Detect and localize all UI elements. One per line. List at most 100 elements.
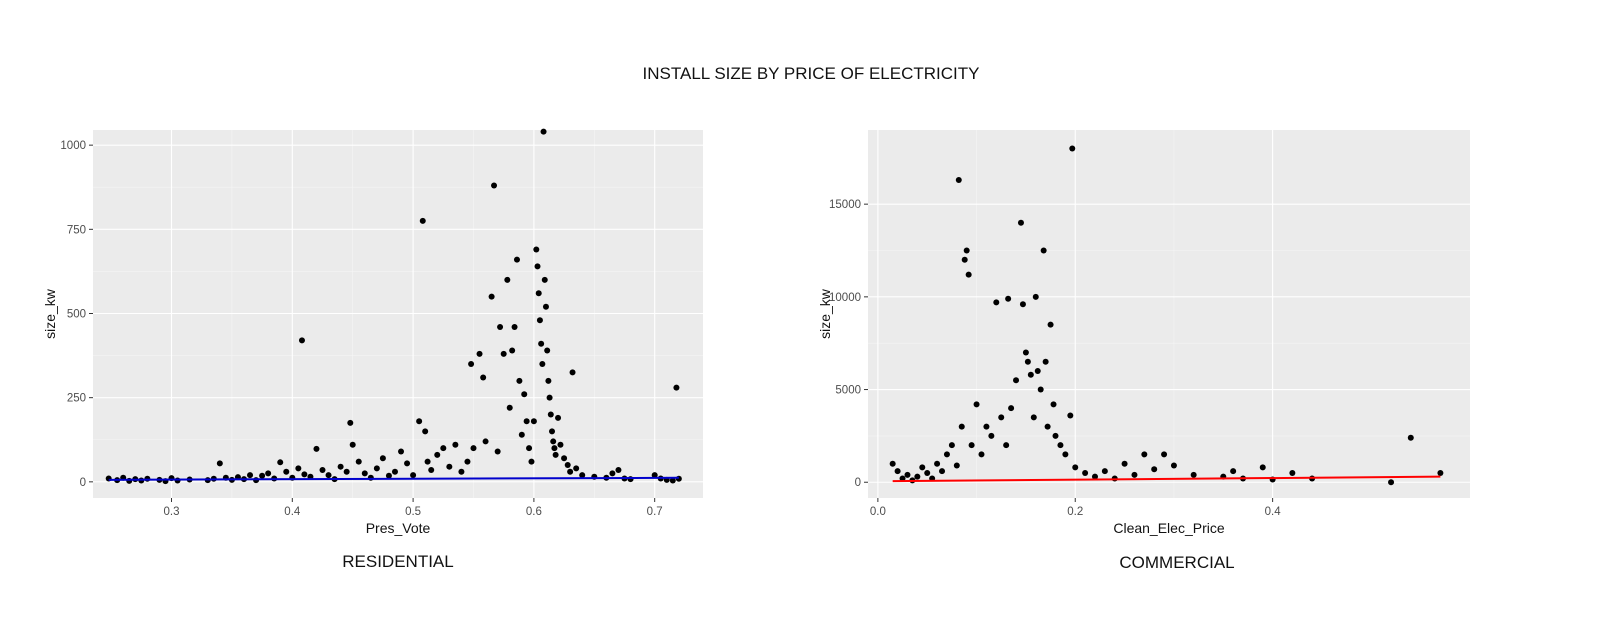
data-point (993, 299, 1000, 306)
data-point (1008, 405, 1015, 412)
data-point (673, 384, 680, 391)
data-point (567, 468, 574, 475)
data-point (965, 271, 972, 278)
data-point (482, 438, 489, 445)
data-point (557, 441, 564, 448)
data-point (337, 463, 344, 470)
data-point (561, 455, 568, 462)
y-tick-label: 500 (67, 308, 86, 320)
data-point (1072, 464, 1079, 471)
data-point (939, 468, 946, 475)
data-point (216, 460, 223, 467)
data-point (301, 471, 308, 478)
residential-caption: RESIDENTIAL (342, 552, 454, 571)
commercial-scatter-chart: 0.0 0.2 0.4 0 5000 10000 15000 Clean_Elec_Price… (817, 130, 1470, 536)
data-point (1005, 295, 1012, 302)
data-point (968, 442, 975, 449)
data-point (1407, 434, 1414, 441)
data-point (468, 360, 475, 367)
x-axis-label: Clean_Elec_Price (1113, 520, 1224, 536)
data-point (283, 468, 290, 475)
data-point (1101, 468, 1108, 475)
data-point (367, 474, 374, 481)
data-point (313, 445, 320, 452)
data-point (1121, 460, 1128, 467)
data-point (265, 470, 272, 477)
data-point (325, 472, 332, 479)
data-point (535, 290, 542, 297)
commercial-caption: COMMERCIAL (1119, 553, 1235, 572)
data-point (1052, 432, 1059, 439)
data-point (958, 423, 965, 430)
data-point (889, 460, 896, 467)
data-point (538, 340, 545, 347)
data-point (491, 182, 498, 189)
y-tick-label: 1000 (60, 140, 86, 152)
data-point (1040, 247, 1047, 254)
data-point (500, 350, 507, 357)
data-point (547, 411, 554, 418)
data-point (953, 462, 960, 469)
data-point (516, 377, 523, 384)
data-point (259, 472, 266, 479)
x-tick-label: 0.7 (647, 506, 663, 518)
data-point (511, 323, 518, 330)
data-point (545, 377, 552, 384)
data-point (998, 414, 1005, 421)
data-point (416, 418, 423, 425)
data-point (1022, 349, 1029, 356)
data-point (343, 468, 350, 475)
data-point (1230, 468, 1237, 475)
data-point (373, 465, 380, 472)
y-axis-label: size_kw (817, 288, 833, 339)
data-point (943, 451, 950, 458)
data-point (1131, 471, 1138, 478)
data-point (1190, 471, 1197, 478)
data-point (1082, 469, 1089, 476)
data-point (277, 459, 284, 466)
data-point (1017, 219, 1024, 226)
data-point (555, 414, 562, 421)
y-tick-label: 750 (67, 224, 86, 236)
x-tick-label: 0.5 (405, 506, 421, 518)
data-point (361, 470, 368, 477)
data-point (549, 428, 556, 435)
x-tick-label: 0.4 (1265, 506, 1282, 518)
data-point (1050, 401, 1057, 408)
data-point (894, 468, 901, 475)
data-point (476, 350, 483, 357)
data-point (914, 473, 921, 480)
data-point (464, 458, 471, 465)
data-point (126, 477, 133, 484)
data-point (988, 432, 995, 439)
data-point (422, 428, 429, 435)
data-point (446, 463, 453, 470)
data-point (963, 247, 970, 254)
x-tick-label: 0.6 (526, 506, 542, 518)
data-point (1003, 442, 1010, 449)
data-point (440, 445, 447, 452)
main-title: INSTALL SIZE BY PRICE OF ELECTRICITY (642, 64, 980, 83)
data-point (1259, 464, 1266, 471)
data-point (410, 472, 417, 479)
data-point (615, 467, 622, 474)
data-point (428, 467, 435, 474)
data-point (546, 394, 553, 401)
x-tick-label: 0.4 (284, 506, 301, 518)
data-point (391, 468, 398, 475)
data-point (948, 442, 955, 449)
data-point (564, 462, 571, 469)
data-point (458, 468, 465, 475)
data-point (1042, 358, 1049, 365)
data-point (978, 451, 985, 458)
data-point (497, 323, 504, 330)
data-point (573, 465, 580, 472)
data-point (379, 455, 386, 462)
data-point (523, 418, 530, 425)
data-point (1388, 479, 1395, 486)
data-point (544, 347, 551, 354)
data-point (1013, 377, 1020, 384)
data-point (1034, 368, 1041, 375)
y-tick-label: 250 (67, 393, 86, 405)
y-axis-label: size_kw (42, 288, 58, 339)
